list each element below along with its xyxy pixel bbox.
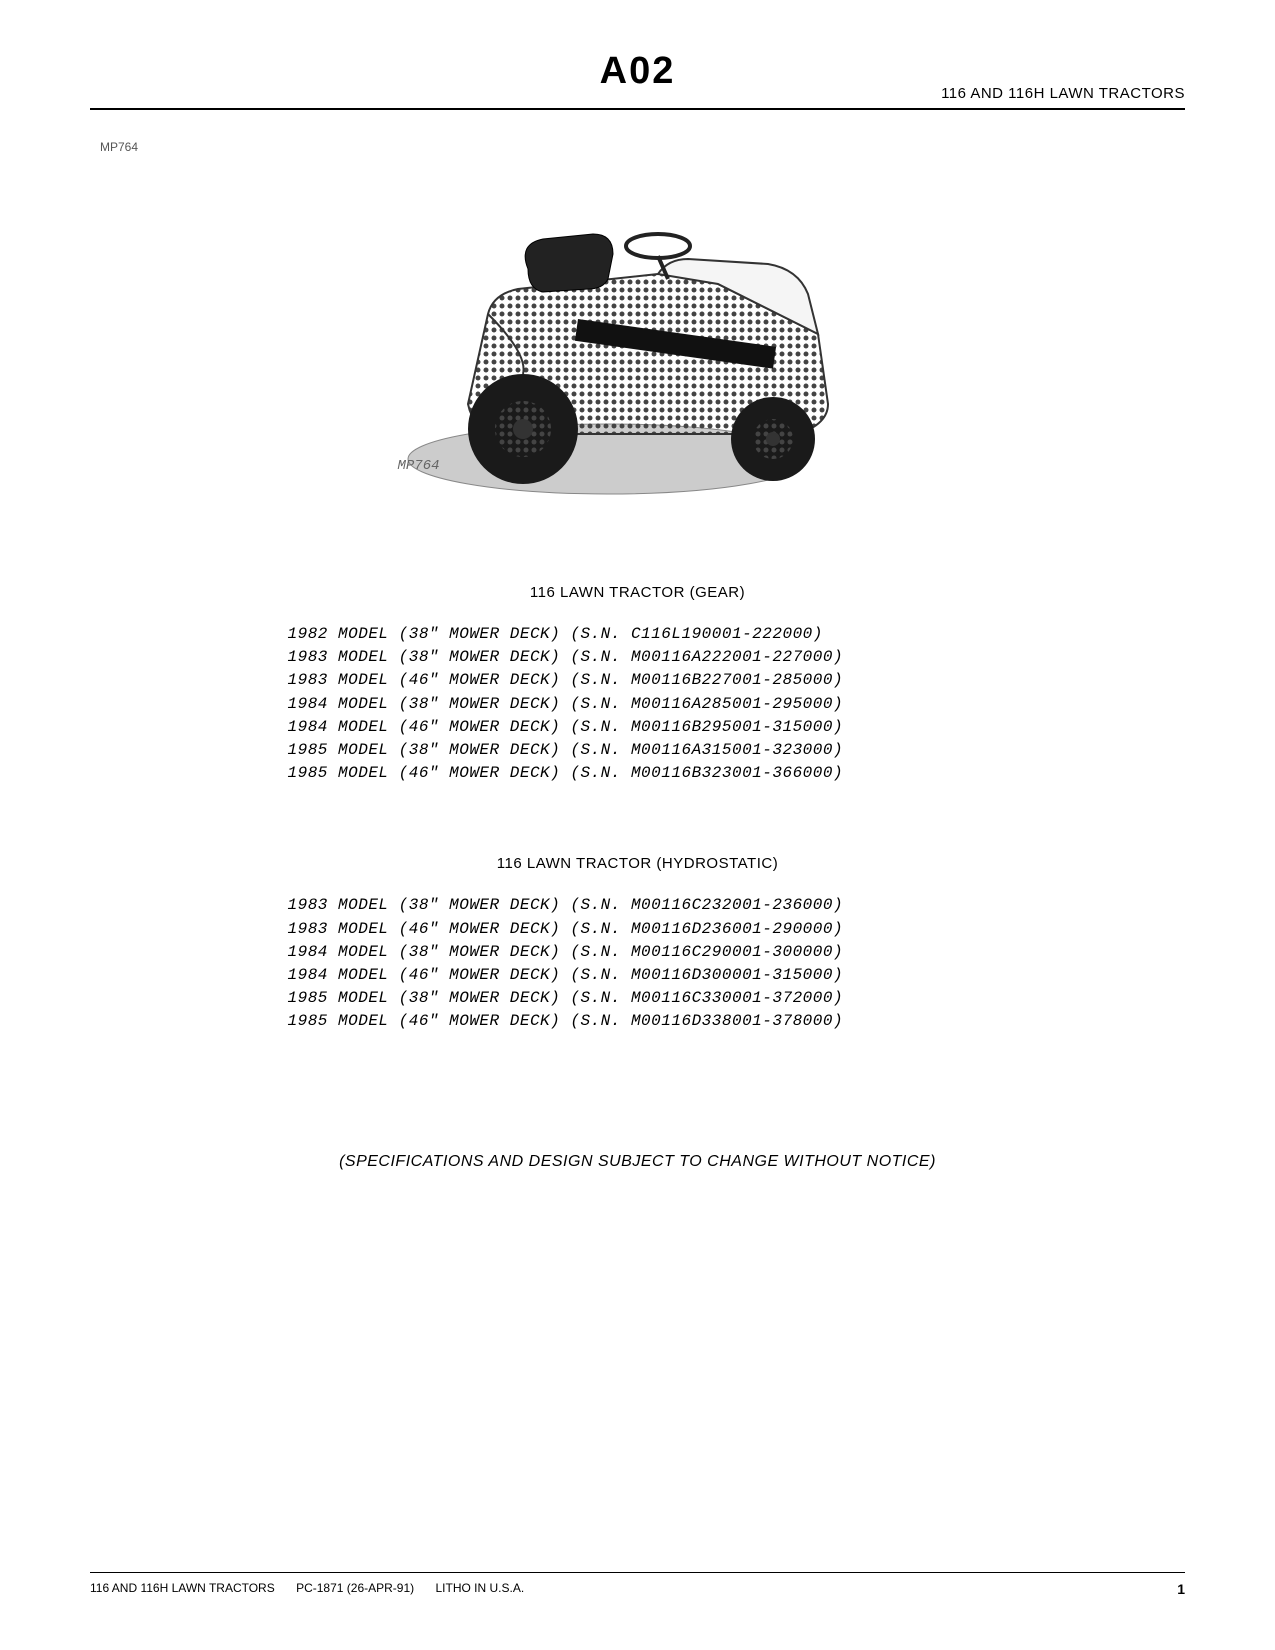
model-row: 1983 MODEL (38" MOWER DECK) (S.N. M00116…	[288, 646, 988, 669]
page-footer: 116 AND 116H LAWN TRACTORS PC-1871 (26-A…	[90, 1572, 1185, 1595]
model-list: 1982 MODEL (38" MOWER DECK) (S.N. C116L1…	[288, 623, 988, 785]
model-row: 1982 MODEL (38" MOWER DECK) (S.N. C116L1…	[288, 623, 988, 646]
model-row: 1984 MODEL (38" MOWER DECK) (S.N. M00116…	[288, 941, 988, 964]
model-row: 1983 MODEL (46" MOWER DECK) (S.N. M00116…	[288, 669, 988, 692]
model-row: 1984 MODEL (38" MOWER DECK) (S.N. M00116…	[288, 693, 988, 716]
page-number: 1	[1177, 1581, 1185, 1597]
change-notice: (SPECIFICATIONS AND DESIGN SUBJECT TO CH…	[90, 1153, 1185, 1171]
model-row: 1985 MODEL (46" MOWER DECK) (S.N. M00116…	[288, 1010, 988, 1033]
model-row: 1985 MODEL (38" MOWER DECK) (S.N. M00116…	[288, 987, 988, 1010]
model-row: 1985 MODEL (38" MOWER DECK) (S.N. M00116…	[288, 739, 988, 762]
tractor-illustration: MP764	[378, 174, 898, 514]
footer-print-info: LITHO IN U.S.A.	[435, 1581, 524, 1595]
section-title: 116 LAWN TRACTOR (HYDROSTATIC)	[90, 855, 1185, 872]
model-row: 1983 MODEL (46" MOWER DECK) (S.N. M00116…	[288, 918, 988, 941]
product-line-header: 116 AND 116H LAWN TRACTORS	[941, 85, 1185, 102]
footer-doc-number: PC-1871 (26-APR-91)	[296, 1581, 414, 1595]
model-row: 1983 MODEL (38" MOWER DECK) (S.N. M00116…	[288, 894, 988, 917]
page-header: A02 116 AND 116H LAWN TRACTORS	[90, 50, 1185, 110]
figure-code-bottom: MP764	[398, 458, 440, 474]
section-code: A02	[600, 50, 676, 93]
model-list: 1983 MODEL (38" MOWER DECK) (S.N. M00116…	[288, 894, 988, 1033]
section-title: 116 LAWN TRACTOR (GEAR)	[90, 584, 1185, 601]
footer-product: 116 AND 116H LAWN TRACTORS	[90, 1581, 275, 1595]
model-row: 1984 MODEL (46" MOWER DECK) (S.N. M00116…	[288, 964, 988, 987]
figure-code-top: MP764	[100, 140, 1185, 154]
model-row: 1984 MODEL (46" MOWER DECK) (S.N. M00116…	[288, 716, 988, 739]
model-row: 1985 MODEL (46" MOWER DECK) (S.N. M00116…	[288, 762, 988, 785]
